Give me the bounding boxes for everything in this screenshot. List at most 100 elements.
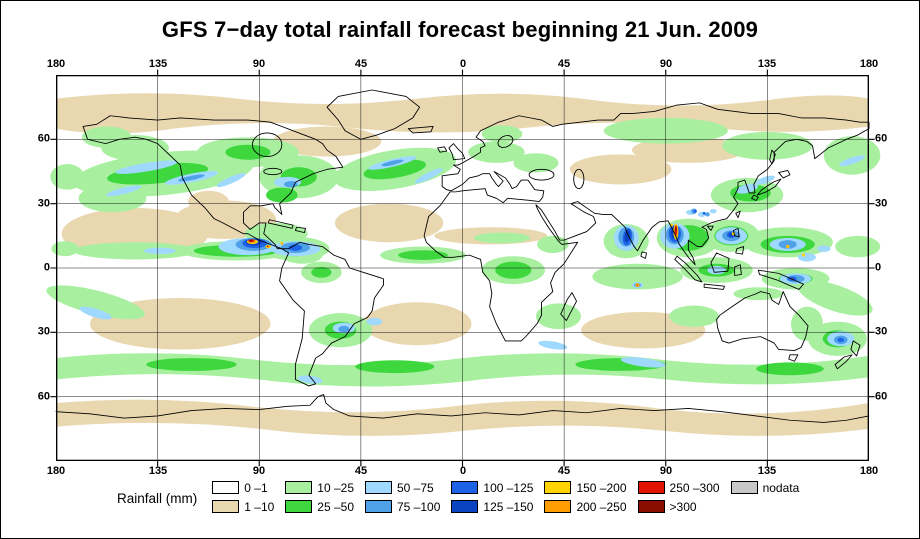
coastline-antarctica xyxy=(55,394,870,423)
legend-label: 25 –50 xyxy=(317,499,354,514)
lon-tick-label: 90 xyxy=(252,58,266,70)
lon-tick-label: 45 xyxy=(354,58,368,70)
coastline-australia xyxy=(716,291,809,351)
legend-label: 75 –100 xyxy=(397,499,441,514)
coastline-greenland xyxy=(326,89,421,140)
rain-shading-over-300mm xyxy=(249,226,677,242)
coastline-tasmania xyxy=(788,354,799,362)
legend-swatch xyxy=(212,500,240,513)
lat-tick-label: 30 xyxy=(37,325,50,338)
coastline-black-sea xyxy=(528,168,555,181)
legend-swatch xyxy=(730,481,758,494)
legend-label: 0 –1 xyxy=(244,480,268,495)
legend-item: 75 –100 xyxy=(365,499,440,514)
legend-swatch xyxy=(637,500,665,513)
lon-tick-label: 0 xyxy=(459,58,467,70)
coastline-new-zealand xyxy=(834,340,861,370)
lon-tick-label: 180 xyxy=(46,58,66,70)
coastline-baltic-sea xyxy=(497,135,514,148)
lat-tick-label: 60 xyxy=(875,132,888,145)
legend-item: nodata xyxy=(730,480,799,495)
legend-label: 100 –125 xyxy=(483,480,534,495)
coastline-borneo xyxy=(710,252,730,273)
lat-tick-label: 0 xyxy=(875,261,882,274)
coastline-taiwan xyxy=(735,210,741,219)
lat-tick-label: 30 xyxy=(875,325,888,338)
coastline-great-lakes xyxy=(263,167,283,176)
legend-column: nodata xyxy=(730,480,799,495)
lon-tick-label: 135 xyxy=(148,58,168,70)
legend-swatch xyxy=(365,481,392,494)
coastline-sakhalin xyxy=(769,149,776,165)
legend-item: 250 –300 xyxy=(637,480,720,495)
lat-tick-label: 30 xyxy=(875,197,888,210)
coastline-caspian-sea xyxy=(573,168,585,190)
legend-swatch xyxy=(285,500,313,513)
lon-tick-label: 180 xyxy=(46,465,66,477)
coastline-sumatra xyxy=(674,255,703,283)
legend-item: 0 –1 xyxy=(212,480,274,495)
world-rainfall-map xyxy=(46,69,881,467)
coastline-sulawesi xyxy=(734,264,742,276)
lon-tick-label: 90 xyxy=(252,465,266,477)
coastline-java xyxy=(703,283,725,290)
lon-tick-label: 180 xyxy=(859,58,879,70)
legend-column: 10 –25 25 –50 xyxy=(285,480,354,514)
legend-label: 1 –10 xyxy=(244,499,275,514)
legend-swatch xyxy=(365,500,392,513)
legend-column: 50 –75 75 –100 xyxy=(365,480,440,514)
legend-item: 200 –250 xyxy=(544,499,627,514)
lat-tick-label: 60 xyxy=(37,390,50,403)
legend-swatch xyxy=(451,481,479,494)
legend-swatch xyxy=(544,481,572,494)
lon-tick-label: 135 xyxy=(757,465,777,477)
legend-label: >300 xyxy=(669,499,697,514)
legend-label: 200 –250 xyxy=(576,499,627,514)
legend-item: 50 –75 xyxy=(365,480,440,495)
legend-label: 250 –300 xyxy=(669,480,720,495)
lon-tick-label: 90 xyxy=(659,58,673,70)
legend-item: 10 –25 xyxy=(285,480,354,495)
coastline-hudson-bay xyxy=(252,132,283,157)
legend-label: 10 –25 xyxy=(317,480,354,495)
legend-swatch xyxy=(451,500,479,513)
legend: Rainfall (mm) 0 –1 1 –10 10 –25 25 –50 xyxy=(117,480,799,514)
legend-swatch xyxy=(285,481,313,494)
chart-title: GFS 7−day total rainfall forecast beginn… xyxy=(161,17,759,42)
legend-item: 1 –10 xyxy=(212,499,274,514)
map-area xyxy=(46,69,881,467)
lat-tick-label: 30 xyxy=(37,197,50,210)
legend-item: 25 –50 xyxy=(285,499,354,514)
map-frame xyxy=(56,75,869,461)
coastline-new-guinea xyxy=(757,269,804,290)
coastline-iceland xyxy=(407,126,434,134)
legend-label: 50 –75 xyxy=(397,480,434,495)
lon-tick-label: 135 xyxy=(148,465,168,477)
coastline-hainan xyxy=(707,225,714,231)
legend-column: 0 –1 1 –10 xyxy=(212,480,274,514)
axis-ticks xyxy=(50,69,875,467)
legend-item: 125 –150 xyxy=(451,499,533,514)
coastline-philippines xyxy=(733,227,745,255)
legend-column: 150 –200 200 –250 xyxy=(544,480,627,514)
legend-item: >300 xyxy=(637,499,720,514)
coastline-japan xyxy=(751,169,791,201)
lon-tick-label: 90 xyxy=(659,465,673,477)
graticule-gridlines xyxy=(56,75,869,461)
coastline-sri-lanka xyxy=(640,251,648,259)
coastline-hispaniola xyxy=(294,226,306,234)
legend-column: 100 –125 125 –150 xyxy=(451,480,533,514)
coastline-cuba xyxy=(267,219,294,229)
lon-tick-label: 45 xyxy=(557,58,571,70)
legend-title: Rainfall (mm) xyxy=(117,491,198,506)
lon-tick-label: 180 xyxy=(859,465,879,477)
coastline-eurasia-africa xyxy=(423,102,870,342)
lon-tick-label: 45 xyxy=(557,465,571,477)
coastline-madagascar xyxy=(560,292,577,321)
legend-swatch xyxy=(637,481,665,494)
lat-tick-label: 60 xyxy=(875,390,888,403)
lat-tick-label: 0 xyxy=(43,261,50,274)
lon-tick-label: 0 xyxy=(459,465,467,477)
lon-tick-label: 45 xyxy=(354,465,368,477)
